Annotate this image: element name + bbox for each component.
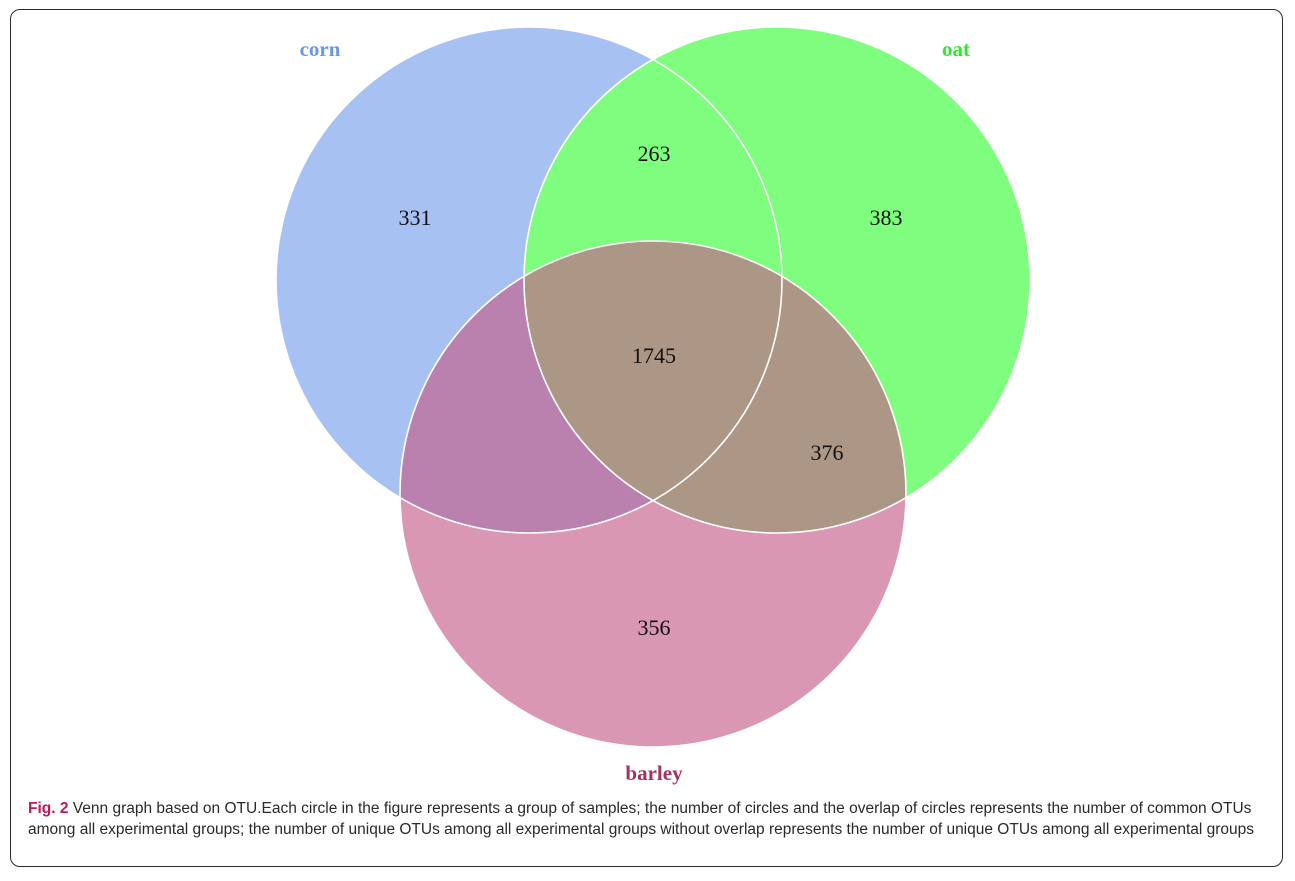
set-label-corn: corn (300, 37, 341, 61)
region-labels: 331 383 356 263 376 1745 (399, 141, 903, 640)
region-count-barley: 356 (638, 615, 671, 640)
venn-circle-barley (400, 241, 906, 747)
caption-lead: Fig. 2 (28, 800, 69, 817)
region-count-corn: 331 (399, 205, 432, 230)
set-labels: corn oat barley (300, 37, 970, 785)
venn-outline-corn (275, 26, 783, 534)
set-label-barley: barley (625, 761, 683, 785)
figure-caption: Fig. 2 Venn graph based on OTU.Each circ… (28, 798, 1273, 840)
venn-outlines (275, 26, 1031, 748)
set-label-oat: oat (942, 37, 970, 61)
venn-diagram: corn oat barley 331 383 356 263 376 1745 (275, 26, 1031, 785)
region-count-oat: 383 (870, 205, 903, 230)
figure-frame: corn oat barley 331 383 356 263 376 1745 Fig. 2… (10, 9, 1283, 867)
region-count-corn-oat-barley: 1745 (632, 343, 676, 368)
venn-outline-oat (523, 26, 1031, 534)
region-count-corn-oat: 263 (638, 141, 671, 166)
venn-outline-barley (399, 240, 907, 748)
region-count-oat-barley: 376 (811, 440, 844, 465)
caption-text: Venn graph based on OTU.Each circle in t… (28, 800, 1255, 838)
venn-circles (276, 27, 1030, 747)
